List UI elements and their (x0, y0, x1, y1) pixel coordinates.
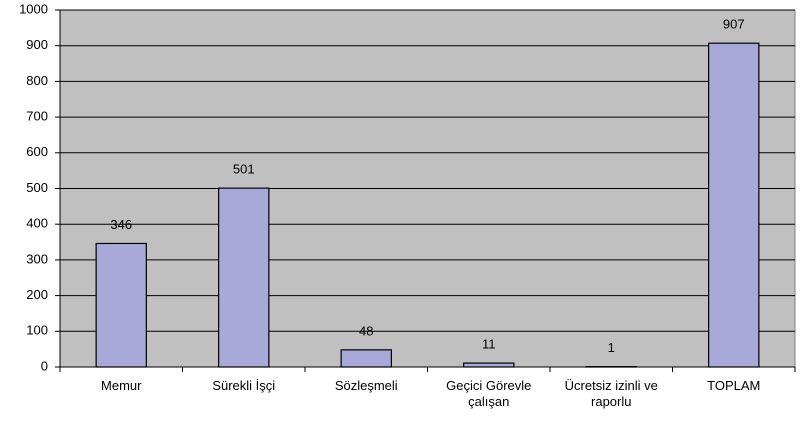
y-tick-label: 700 (26, 109, 48, 124)
y-tick-label: 800 (26, 73, 48, 88)
y-tick-label: 1000 (19, 1, 48, 16)
y-tick-label: 500 (26, 180, 48, 195)
bar (708, 42, 760, 368)
y-tick-label: 100 (26, 323, 48, 338)
x-tick-label: Sözleşmeli (334, 378, 398, 393)
bar (95, 242, 147, 368)
data-label: 11 (482, 337, 496, 352)
data-label: 907 (723, 17, 745, 32)
bar (218, 187, 270, 368)
data-label: 501 (233, 162, 255, 177)
x-tick-label: TOPLAM (707, 378, 761, 393)
x-tick-label: Ücretsiz izinli ve raporlu (564, 378, 658, 409)
data-label: 1 (608, 340, 615, 355)
data-label: 48 (359, 323, 373, 338)
y-tick-label: 400 (26, 216, 48, 231)
x-tick-label: Sürekli İşçi (212, 378, 276, 393)
bar (463, 362, 515, 368)
x-tick-label: Memur (101, 378, 142, 393)
bar (340, 349, 392, 368)
x-tick-label: Geçici Görevle çalışan (446, 378, 532, 409)
y-tick-label: 900 (26, 37, 48, 52)
y-tick-label: 300 (26, 251, 48, 266)
y-tick-label: 200 (26, 287, 48, 302)
y-tick-label: 0 (41, 358, 48, 373)
data-label: 346 (110, 217, 132, 232)
y-tick-label: 600 (26, 144, 48, 159)
